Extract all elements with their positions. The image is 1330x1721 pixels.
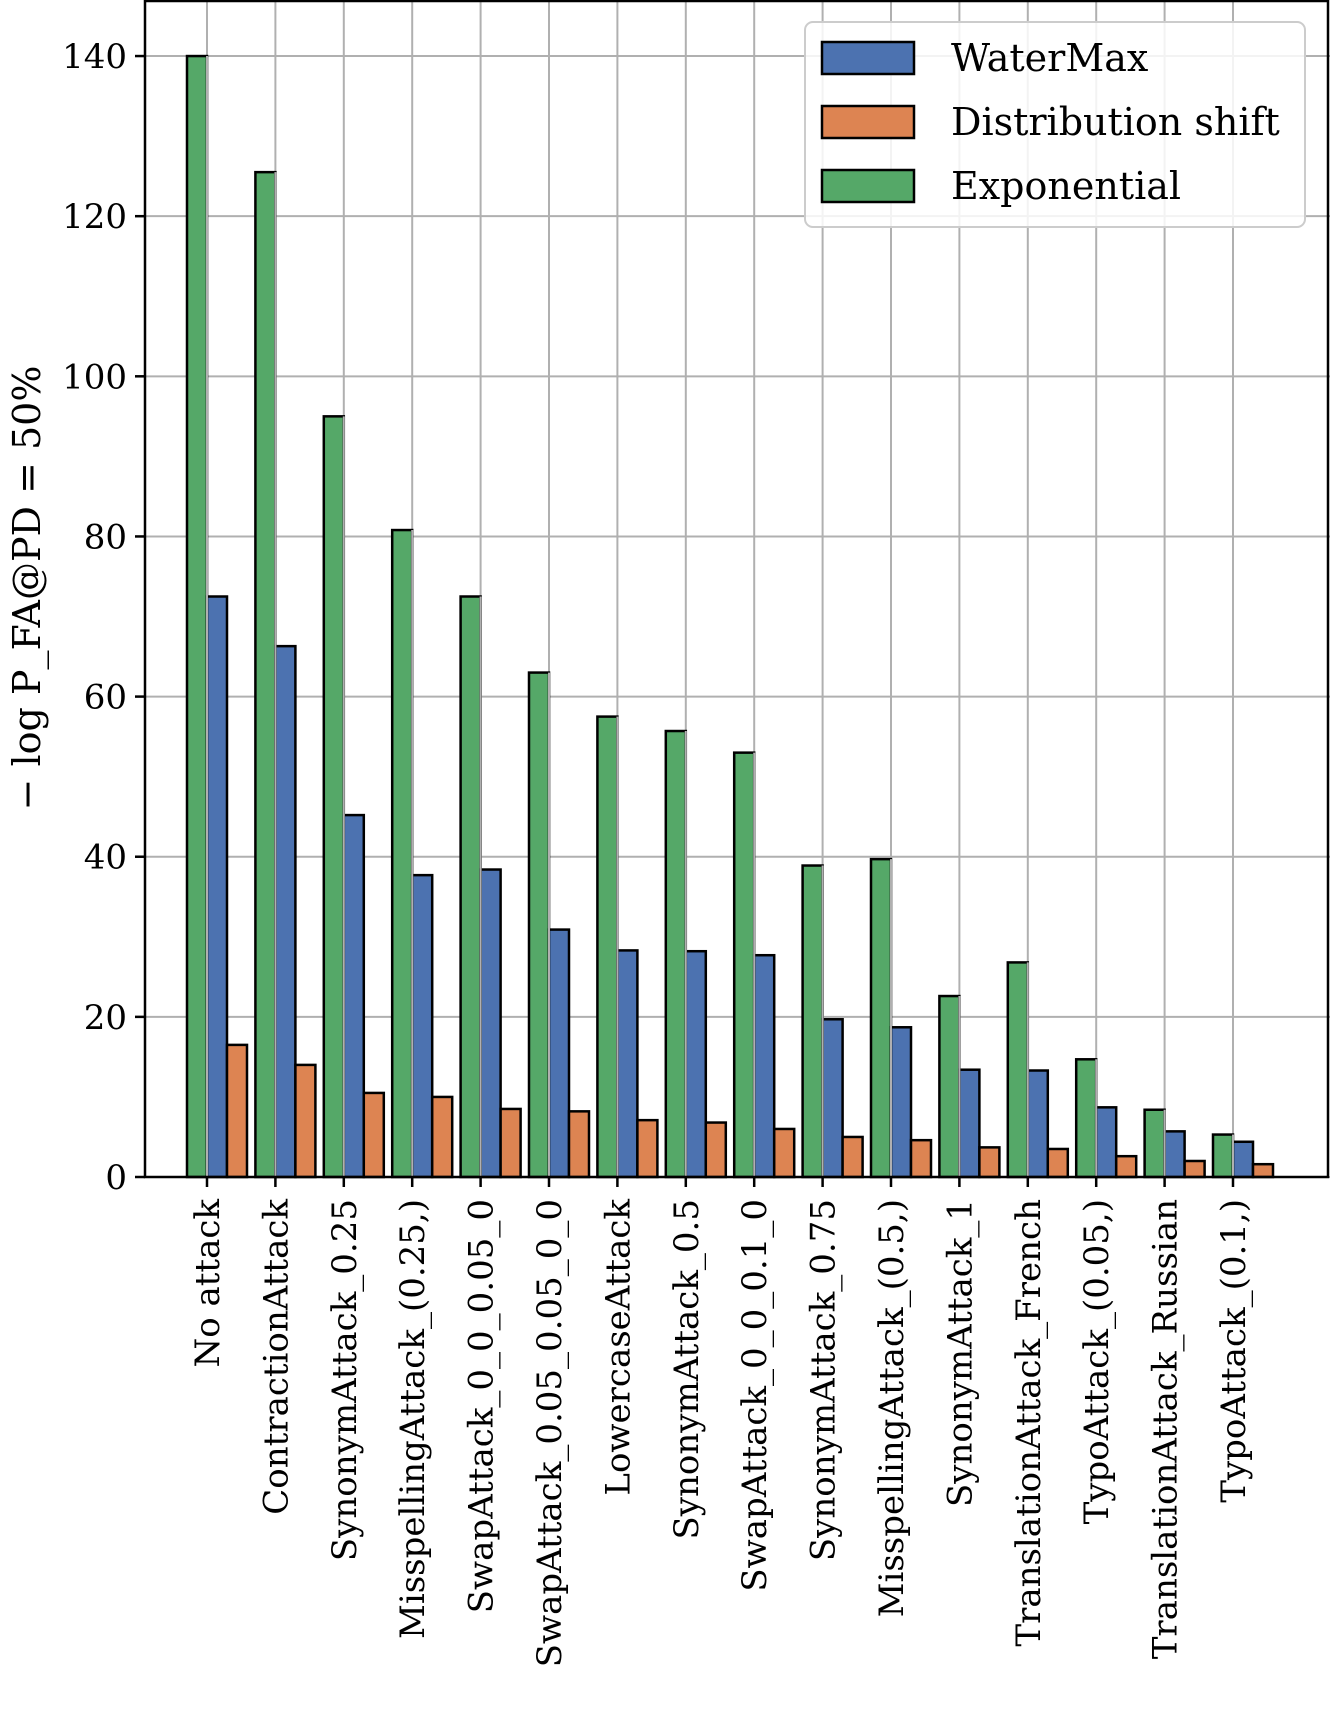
bar-exponential bbox=[732, 751, 756, 1179]
bar-watermax bbox=[1163, 1130, 1186, 1179]
bar-watermax bbox=[342, 813, 366, 1179]
bar-distribution-shift bbox=[225, 1043, 249, 1179]
legend: WaterMax Distribution shift Exponential bbox=[804, 21, 1306, 228]
bar-exponential bbox=[1211, 1133, 1235, 1179]
x-tick-label: SynonymAttack_0.5 bbox=[667, 1199, 707, 1539]
y-axis-label: − log P_FA@PD = 50% bbox=[5, 366, 50, 811]
bar-exponential bbox=[185, 54, 209, 1179]
y-tick-label: 60 bbox=[84, 678, 127, 718]
bar-distribution-shift bbox=[430, 1095, 454, 1179]
bar-distribution-shift bbox=[567, 1110, 591, 1179]
legend-label: Distribution shift bbox=[951, 100, 1280, 144]
bar-exponential bbox=[664, 729, 688, 1179]
x-tick-label: TypoAttack_(0.05,) bbox=[1077, 1199, 1117, 1524]
bar-distribution-shift bbox=[499, 1107, 522, 1179]
bar-distribution-shift bbox=[772, 1127, 796, 1179]
y-tick-label: 40 bbox=[84, 838, 127, 878]
legend-swatch bbox=[820, 40, 916, 76]
y-tick-label: 140 bbox=[62, 37, 127, 77]
bar-watermax bbox=[752, 953, 776, 1179]
x-tick-label: TypoAttack_(0.1,) bbox=[1214, 1199, 1254, 1503]
bar-exponential bbox=[459, 595, 482, 1179]
plot-frame bbox=[143, 0, 1330, 1179]
bar-exponential bbox=[869, 857, 893, 1179]
bar-distribution-shift bbox=[636, 1118, 659, 1179]
y-ticks: 0 20 40 60 80 100 120 140 bbox=[62, 37, 145, 1198]
bar-watermax bbox=[1094, 1106, 1118, 1179]
x-tick-label: ContractionAttack bbox=[256, 1199, 296, 1515]
bar-exponential bbox=[322, 415, 346, 1179]
bar-watermax bbox=[410, 873, 434, 1179]
bar-exponential bbox=[1006, 961, 1030, 1179]
x-tick-label: SwapAttack_0_0_0.05_0 bbox=[462, 1199, 502, 1613]
bar-exponential bbox=[596, 715, 619, 1179]
bar-watermax bbox=[547, 928, 571, 1179]
x-tick-label: MisspellingAttack_(0.5,) bbox=[872, 1199, 912, 1617]
x-ticks: No attack ContractionAttack SynonymAttack_… bbox=[188, 1177, 1254, 1667]
bar-exponential bbox=[527, 671, 551, 1179]
y-tick-label: 80 bbox=[84, 517, 127, 557]
bar-distribution-shift bbox=[294, 1063, 317, 1179]
x-tick-label: SwapAttack_0.05_0.05_0_0 bbox=[530, 1199, 570, 1667]
bar-distribution-shift bbox=[1183, 1159, 1206, 1179]
bar-distribution-shift bbox=[978, 1146, 1001, 1179]
y-tick-label: 20 bbox=[84, 998, 127, 1038]
bar-watermax bbox=[274, 644, 297, 1179]
x-tick-label: SynonymAttack_0.25 bbox=[325, 1199, 365, 1561]
bar-exponential bbox=[254, 170, 277, 1179]
bar-watermax bbox=[821, 1018, 844, 1179]
x-tick-label: TranslationAttack_Russian bbox=[1146, 1199, 1186, 1659]
x-tick-label: No attack bbox=[188, 1199, 228, 1368]
bar-distribution-shift bbox=[841, 1135, 864, 1179]
bar-exponential bbox=[938, 994, 961, 1179]
x-tick-label: SynonymAttack_0.75 bbox=[804, 1199, 844, 1561]
x-tick-label: SynonymAttack_1 bbox=[940, 1199, 980, 1507]
bar-watermax bbox=[1231, 1140, 1255, 1179]
bar-distribution-shift bbox=[362, 1091, 386, 1179]
bar-exponential bbox=[1143, 1108, 1166, 1179]
x-tick-label: TranslationAttack_French bbox=[1009, 1199, 1049, 1647]
bar-watermax bbox=[479, 868, 502, 1179]
bar-distribution-shift bbox=[1114, 1154, 1138, 1179]
x-tick-label: LowercaseAttack bbox=[598, 1199, 638, 1496]
legend-label: Exponential bbox=[951, 164, 1181, 208]
bar-distribution-shift bbox=[909, 1138, 933, 1179]
bar-distribution-shift bbox=[1046, 1147, 1070, 1179]
y-tick-label: 0 bbox=[105, 1158, 127, 1198]
bar-watermax bbox=[684, 949, 708, 1179]
bar-exponential bbox=[1074, 1058, 1098, 1179]
bar-watermax bbox=[205, 595, 229, 1179]
x-tick-label: MisspellingAttack_(0.25,) bbox=[393, 1199, 433, 1639]
legend-swatch bbox=[820, 168, 916, 204]
y-tick-label: 120 bbox=[62, 197, 127, 237]
bar-watermax bbox=[889, 1026, 913, 1179]
bar-distribution-shift bbox=[704, 1121, 728, 1179]
y-tick-label: 100 bbox=[62, 357, 127, 397]
bar-distribution-shift bbox=[1251, 1162, 1275, 1179]
legend-box bbox=[804, 21, 1306, 228]
bar-watermax bbox=[958, 1068, 981, 1179]
x-tick-label: SwapAttack_0_0_0.1_0 bbox=[735, 1199, 775, 1592]
legend-swatch bbox=[820, 104, 916, 140]
bar-watermax bbox=[616, 949, 639, 1179]
legend-label: WaterMax bbox=[951, 36, 1148, 80]
bar-exponential bbox=[801, 864, 824, 1179]
bar-exponential bbox=[390, 528, 414, 1179]
bar-watermax bbox=[1026, 1069, 1050, 1179]
